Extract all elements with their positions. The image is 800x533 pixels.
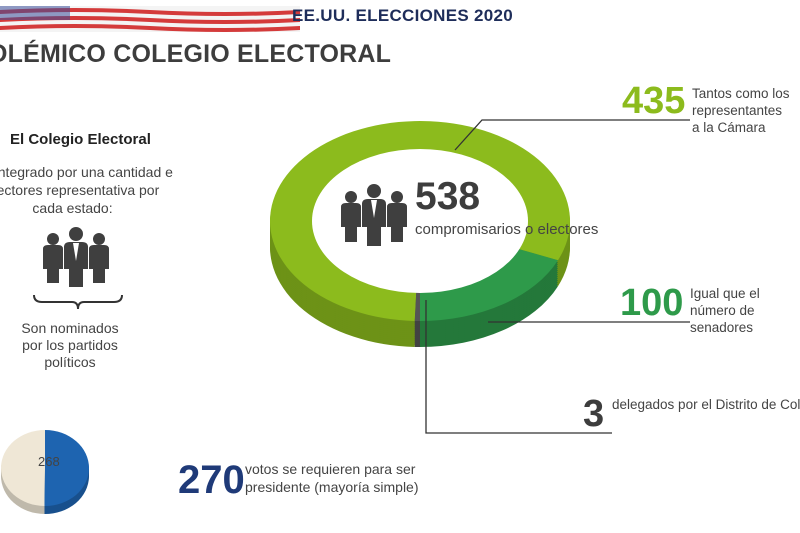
segment-435-text: Tantos como los representantes a la Cáma…: [692, 86, 790, 135]
total-electors-label: compromisarios o electores: [415, 221, 599, 238]
leader-line-435: [454, 119, 690, 151]
total-electors-number: 538: [415, 175, 481, 218]
sidebar-note: Son nominados por los partidos políticos: [21, 320, 119, 370]
leader-line-3: [425, 300, 612, 434]
sidebar-heading: El Colegio Electoral: [10, 131, 151, 148]
brace-icon: [33, 294, 123, 310]
majority-pie-chart: [0, 430, 90, 514]
majority-number: 270: [178, 458, 245, 502]
header-title: EE.UU. ELECCIONES 2020: [292, 6, 514, 25]
majority-text: votos se requieren para ser presidente (…: [245, 461, 419, 495]
segment-435-number: 435: [622, 80, 686, 122]
segment-3-number: 3: [583, 393, 605, 435]
people-group-icon: [43, 227, 109, 287]
sidebar-description: stá integrado por una cantidad e elector…: [0, 164, 173, 216]
electoral-donut-chart: [269, 120, 570, 347]
page-title: OLÉMICO COLEGIO ELECTORAL: [0, 40, 392, 68]
donut-hole: [312, 149, 528, 293]
pie-slice-268: [1, 430, 46, 506]
pie-label-268: 268: [38, 454, 60, 469]
flag-banner: [0, 6, 300, 32]
electors-icon: [341, 184, 407, 246]
segment-100-text: Igual que el número de senadores: [690, 286, 760, 335]
pie-slice-270: [44, 430, 90, 506]
segment-3-text: delegados por el Distrito de Colu (Washi…: [612, 397, 800, 412]
segment-100-number: 100: [620, 282, 684, 324]
